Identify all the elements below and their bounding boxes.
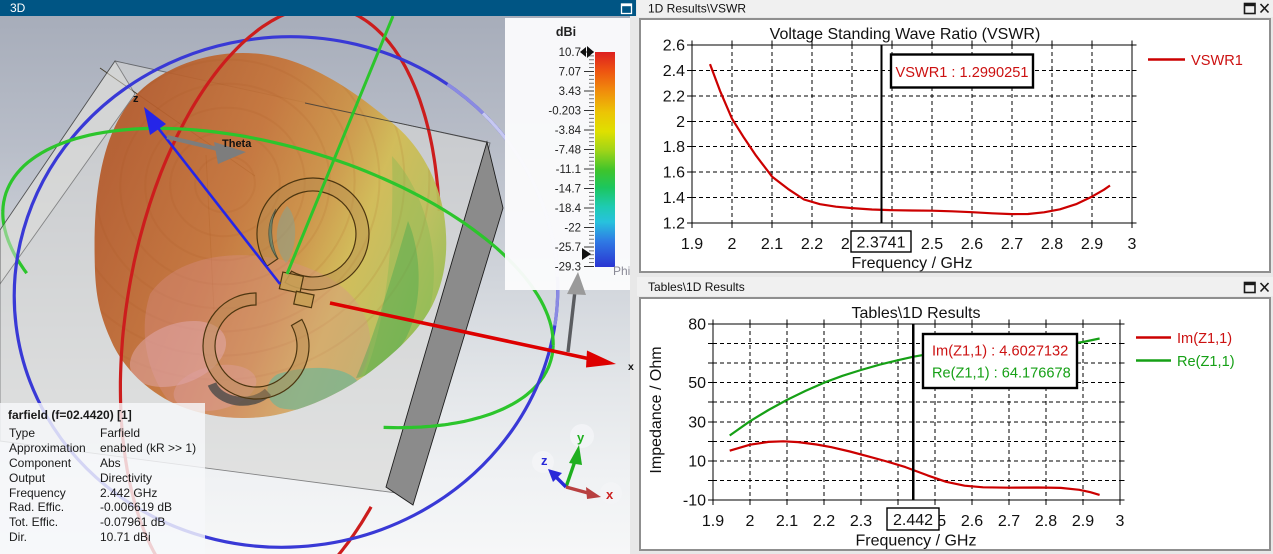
svg-text:Frequency / GHz: Frequency / GHz	[852, 255, 973, 272]
svg-text:dBi: dBi	[556, 25, 576, 39]
svg-text:-3.84: -3.84	[555, 125, 582, 137]
svg-text:1.6: 1.6	[663, 165, 685, 182]
svg-text:-14.7: -14.7	[555, 184, 581, 196]
svg-text:-22: -22	[564, 223, 581, 235]
svg-text:1.2: 1.2	[663, 216, 685, 233]
svg-text:7.07: 7.07	[559, 67, 581, 79]
svg-text:80: 80	[688, 317, 706, 334]
svg-text:VSWR1: VSWR1	[1191, 53, 1243, 69]
svg-text:y: y	[577, 430, 585, 445]
svg-text:Re(Z1,1): Re(Z1,1)	[1177, 354, 1235, 370]
svg-text:Impedance / Ohm: Impedance / Ohm	[648, 346, 665, 473]
svg-text:2.8: 2.8	[1041, 236, 1063, 253]
svg-text:2.5: 2.5	[921, 236, 943, 253]
svg-text:2.2: 2.2	[663, 88, 685, 105]
svg-text:10.7: 10.7	[559, 47, 581, 59]
svg-text:2.6: 2.6	[961, 513, 983, 530]
svg-text:2.442: 2.442	[893, 512, 933, 529]
svg-text:30: 30	[688, 414, 706, 431]
svg-text:x: x	[628, 361, 634, 373]
svg-text:Phi: Phi	[613, 264, 630, 278]
svg-text:2.7: 2.7	[1001, 236, 1023, 253]
svg-text:x: x	[606, 487, 614, 502]
svg-text:Theta: Theta	[222, 138, 252, 150]
svg-text:2: 2	[676, 114, 685, 131]
svg-text:Tables\1D Results: Tables\1D Results	[852, 305, 981, 322]
svg-text:2.9: 2.9	[1072, 513, 1094, 530]
svg-text:Frequency / GHz: Frequency / GHz	[856, 533, 977, 550]
svg-text:2.3741: 2.3741	[857, 235, 906, 252]
svg-text:1.8: 1.8	[663, 139, 685, 156]
svg-text:-7.48: -7.48	[555, 145, 581, 157]
svg-text:z: z	[133, 93, 139, 105]
svg-text:3.43: 3.43	[559, 86, 581, 98]
svg-text:z: z	[541, 453, 548, 468]
svg-text:-18.4: -18.4	[555, 203, 582, 215]
svg-text:-10: -10	[683, 493, 706, 510]
svg-text:Tables\1D Results: Tables\1D Results	[648, 280, 745, 294]
svg-text:10: 10	[688, 453, 706, 470]
svg-text:-25.7: -25.7	[555, 242, 581, 254]
svg-text:Im(Z1,1): Im(Z1,1)	[1177, 331, 1232, 347]
svg-text:-29.3: -29.3	[555, 262, 581, 274]
svg-text:1D Results\VSWR: 1D Results\VSWR	[648, 2, 746, 16]
svg-text:2.1: 2.1	[776, 513, 798, 530]
svg-text:2.2: 2.2	[813, 513, 835, 530]
svg-text:Im(Z1,1) : 4.6027132: Im(Z1,1) : 4.6027132	[932, 344, 1068, 360]
svg-text:2.2: 2.2	[801, 236, 823, 253]
svg-text:50: 50	[688, 375, 706, 392]
svg-text:2.6: 2.6	[961, 236, 983, 253]
svg-text:3: 3	[1116, 513, 1125, 530]
svg-text:2.7: 2.7	[998, 513, 1020, 530]
svg-text:1.9: 1.9	[681, 236, 703, 253]
svg-text:2: 2	[746, 513, 755, 530]
svg-text:VSWR1 : 1.2990251: VSWR1 : 1.2990251	[895, 65, 1028, 81]
svg-text:1.4: 1.4	[663, 190, 685, 207]
svg-text:2: 2	[728, 236, 737, 253]
svg-text:Re(Z1,1) : 64.176678: Re(Z1,1) : 64.176678	[932, 366, 1071, 382]
svg-text:2.9: 2.9	[1081, 236, 1103, 253]
svg-text:1.9: 1.9	[702, 513, 724, 530]
svg-text:2.8: 2.8	[1035, 513, 1057, 530]
svg-text:3: 3	[1128, 236, 1137, 253]
svg-text:2.1: 2.1	[761, 236, 783, 253]
svg-text:-0.203: -0.203	[548, 106, 581, 118]
svg-text:-11.1: -11.1	[556, 164, 581, 176]
svg-text:Voltage Standing Wave Ratio (V: Voltage Standing Wave Ratio (VSWR)	[770, 26, 1041, 43]
svg-text:2.6: 2.6	[663, 38, 685, 55]
svg-text:2.4: 2.4	[663, 63, 685, 80]
svg-text:2.3: 2.3	[850, 513, 872, 530]
